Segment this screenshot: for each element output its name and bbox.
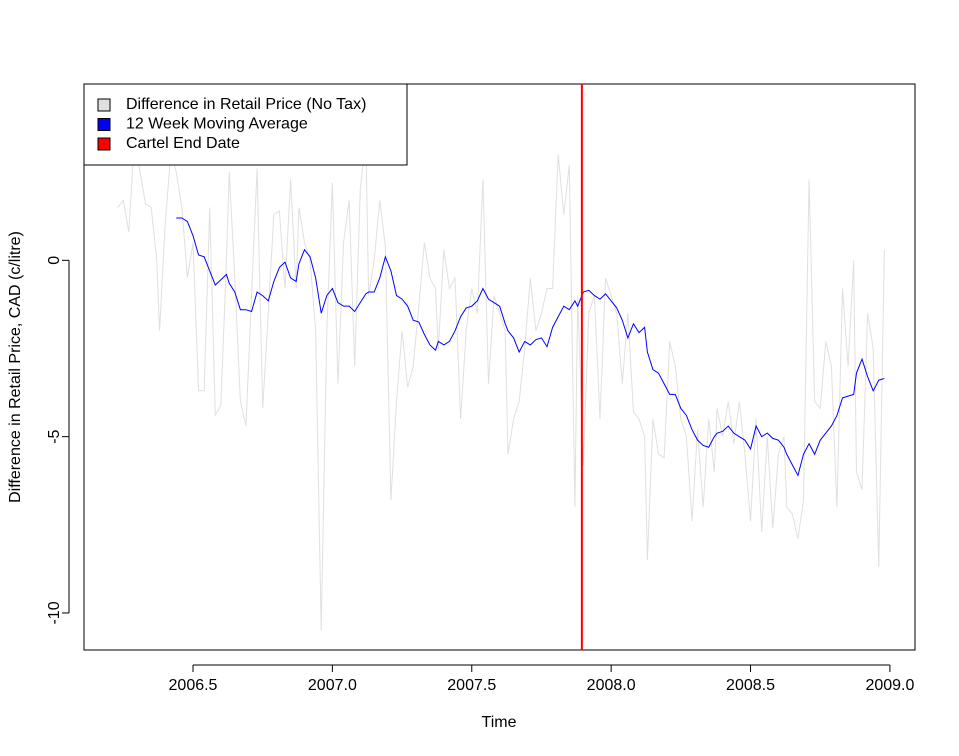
- x-tick-label: 2007.5: [447, 677, 496, 694]
- legend-swatch: [97, 98, 111, 112]
- legend-box: [83, 83, 408, 166]
- x-tick-label: 2008.5: [726, 677, 775, 694]
- legend: Difference in Retail Price (No Tax) 12 We…: [83, 83, 408, 166]
- legend-label: 12 Week Moving Average: [126, 116, 308, 133]
- y-axis-label: Difference in Retail Price, CAD (c/litre…: [7, 231, 24, 503]
- legend-label: Difference in Retail Price (No Tax): [126, 96, 366, 113]
- y-tick-label: -10: [46, 601, 63, 624]
- legend-label: Cartel End Date: [126, 135, 240, 152]
- series-line: [176, 217, 885, 477]
- legend-swatch: [97, 137, 111, 151]
- x-tick-label: 2009.0: [865, 677, 914, 694]
- y-tick-label: -5: [46, 429, 63, 443]
- x-tick-label: 2007.0: [308, 677, 357, 694]
- x-tick-label: 2006.5: [169, 677, 218, 694]
- legend-swatch: [97, 118, 111, 131]
- x-tick-label: 2008.0: [587, 677, 636, 694]
- plot-frame: [83, 83, 916, 651]
- y-tick-label: 0: [46, 256, 63, 265]
- series-line: [117, 136, 885, 631]
- x-axis-label: Time: [482, 714, 517, 731]
